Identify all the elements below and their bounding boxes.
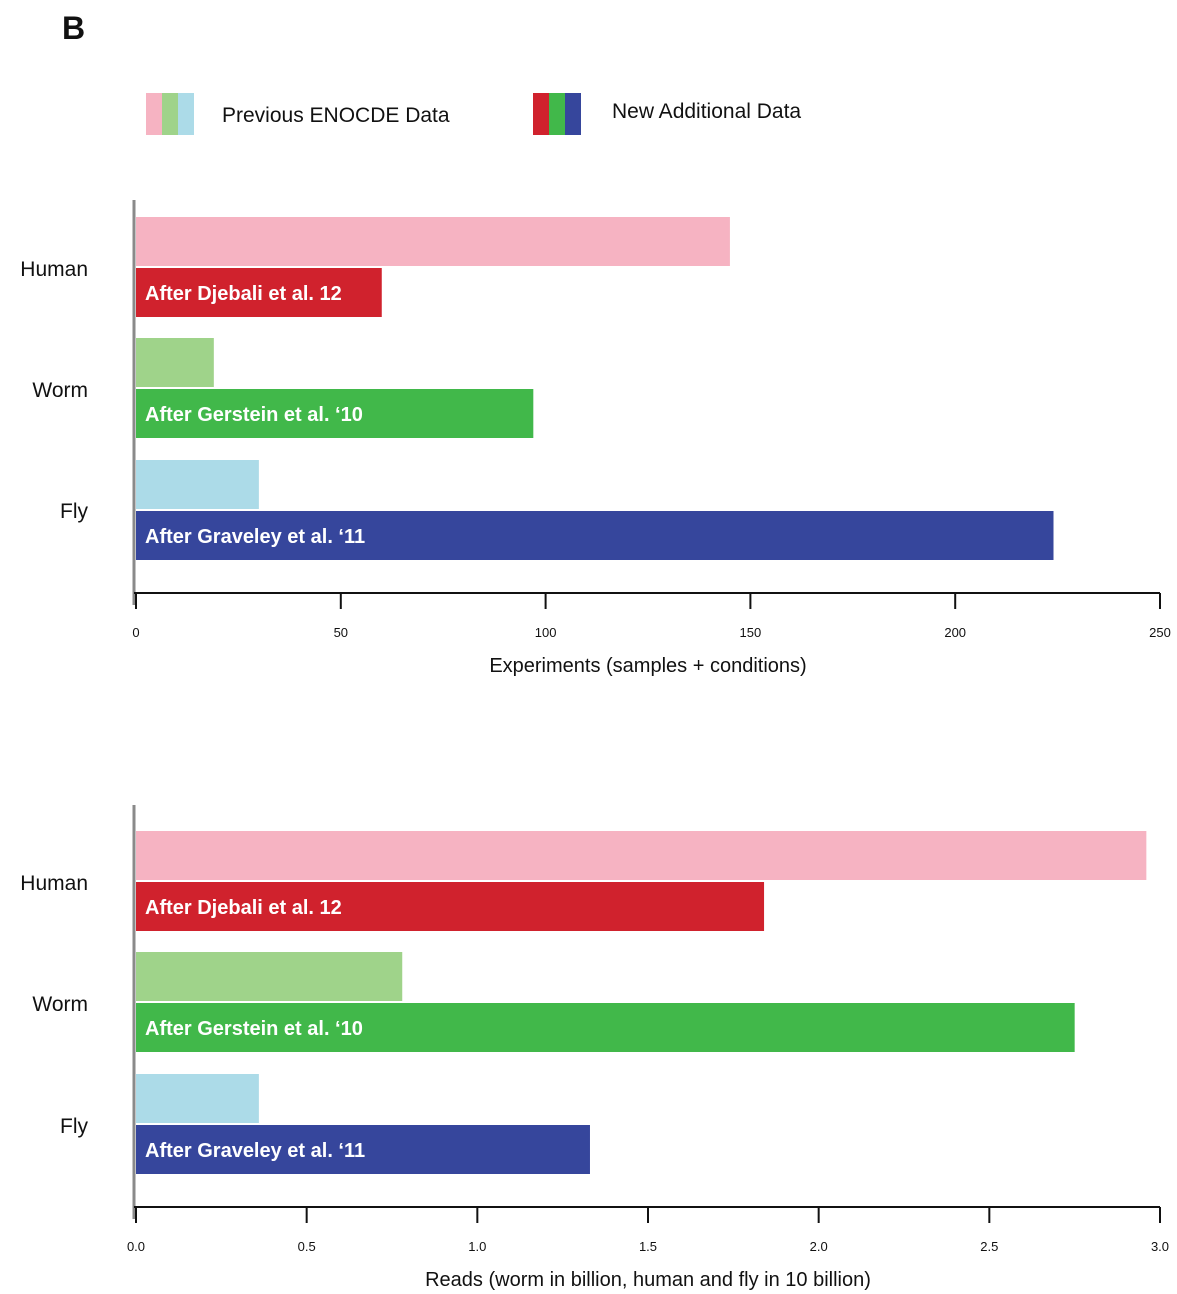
bar-new-worm	[136, 1003, 1075, 1052]
bar-label-human: After Djebali et al. 12	[145, 897, 342, 919]
bar-previous-fly	[136, 1074, 259, 1123]
x-tick-label: 100	[535, 625, 557, 640]
legend-new-swatch-0	[533, 93, 549, 135]
legend-previous-swatch-0	[146, 93, 162, 135]
legend-previous-label: Previous ENOCDE Data	[222, 104, 450, 127]
bar-label-fly: After Graveley et al. ‘11	[145, 1140, 365, 1162]
legend-previous-swatch-1	[162, 93, 178, 135]
bar-previous-fly	[136, 460, 259, 509]
legend-previous-swatch	[146, 93, 194, 135]
legend-new-swatch-1	[549, 93, 565, 135]
legend-new-swatch	[533, 93, 581, 135]
bar-label-worm: After Gerstein et al. ‘10	[145, 404, 363, 426]
bar-new-worm	[136, 389, 534, 438]
bar-previous-worm	[136, 952, 403, 1001]
x-tick-label: 150	[740, 625, 762, 640]
x-tick-label: 250	[1149, 625, 1171, 640]
x-axis-title: Reads (worm in billion, human and fly in…	[425, 1269, 871, 1291]
x-axis-title: Experiments (samples + conditions)	[489, 655, 806, 677]
bar-new-fly	[136, 511, 1054, 560]
bar-label-worm: After Gerstein et al. ‘10	[145, 1018, 363, 1040]
legend-new-label: New Additional Data	[612, 100, 802, 123]
legend-new-swatch-2	[565, 93, 581, 135]
bar-previous-worm	[136, 338, 214, 387]
x-tick-label: 1.0	[468, 1239, 486, 1254]
x-tick-label: 0	[132, 625, 139, 640]
bar-new-fly	[136, 1125, 590, 1174]
panel-label: B	[62, 10, 86, 46]
x-tick-label: 3.0	[1151, 1239, 1169, 1254]
bar-previous-human	[136, 831, 1147, 880]
x-tick-label: 2.5	[980, 1239, 998, 1254]
category-label-human: Human	[20, 872, 88, 895]
category-label-worm: Worm	[32, 993, 88, 1016]
category-label-human: Human	[20, 258, 88, 281]
category-label-fly: Fly	[60, 1115, 88, 1138]
bar-label-fly: After Graveley et al. ‘11	[145, 526, 365, 548]
category-label-fly: Fly	[60, 500, 88, 523]
bar-label-human: After Djebali et al. 12	[145, 283, 342, 305]
chart-2: After Djebali et al. 12 Human After Gerste…	[20, 805, 1169, 1291]
bar-new-human	[136, 268, 382, 317]
category-label-worm: Worm	[32, 379, 88, 402]
chart-1: After Djebali et al. 12 Human After Gerste…	[20, 200, 1171, 677]
x-tick-label: 0.5	[298, 1239, 316, 1254]
x-tick-label: 2.0	[810, 1239, 828, 1254]
bar-new-human	[136, 882, 765, 931]
x-tick-label: 50	[334, 625, 348, 640]
legend-previous-swatch-2	[178, 93, 194, 135]
x-tick-label: 1.5	[639, 1239, 657, 1254]
bar-previous-human	[136, 217, 730, 266]
x-tick-label: 0.0	[127, 1239, 145, 1254]
x-tick-label: 200	[944, 625, 966, 640]
